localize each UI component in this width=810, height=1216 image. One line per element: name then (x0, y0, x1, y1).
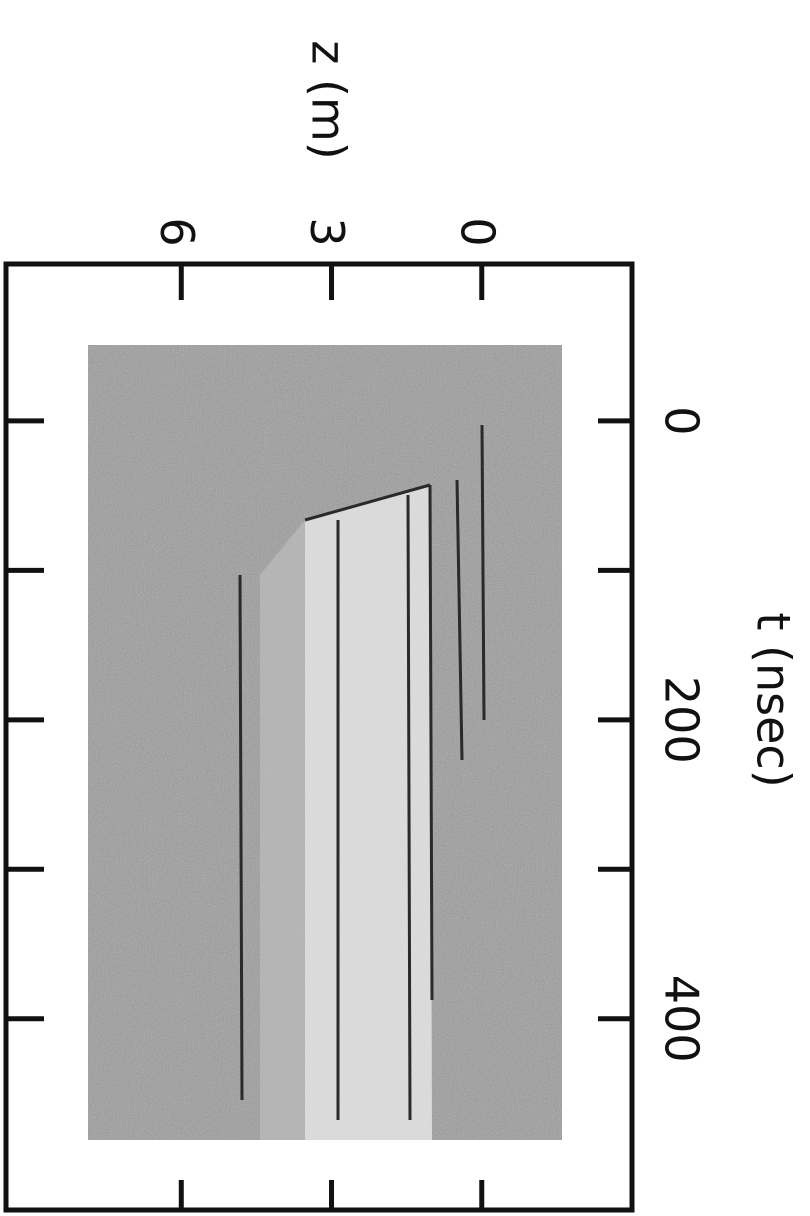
plot-frame (3, 261, 635, 1213)
x-tick-label: 400 (655, 975, 709, 1063)
streak-image (88, 345, 562, 1140)
y-tick-label: 3 (300, 217, 354, 246)
x-axis-title: t (nsec) (747, 612, 801, 787)
x-tick-label: 0 (655, 406, 709, 435)
y-tick-label: 6 (150, 217, 204, 246)
x-tick-label: 200 (655, 676, 709, 764)
y-tick-label: 0 (450, 217, 504, 246)
y-axis-title: z (m) (302, 40, 356, 159)
